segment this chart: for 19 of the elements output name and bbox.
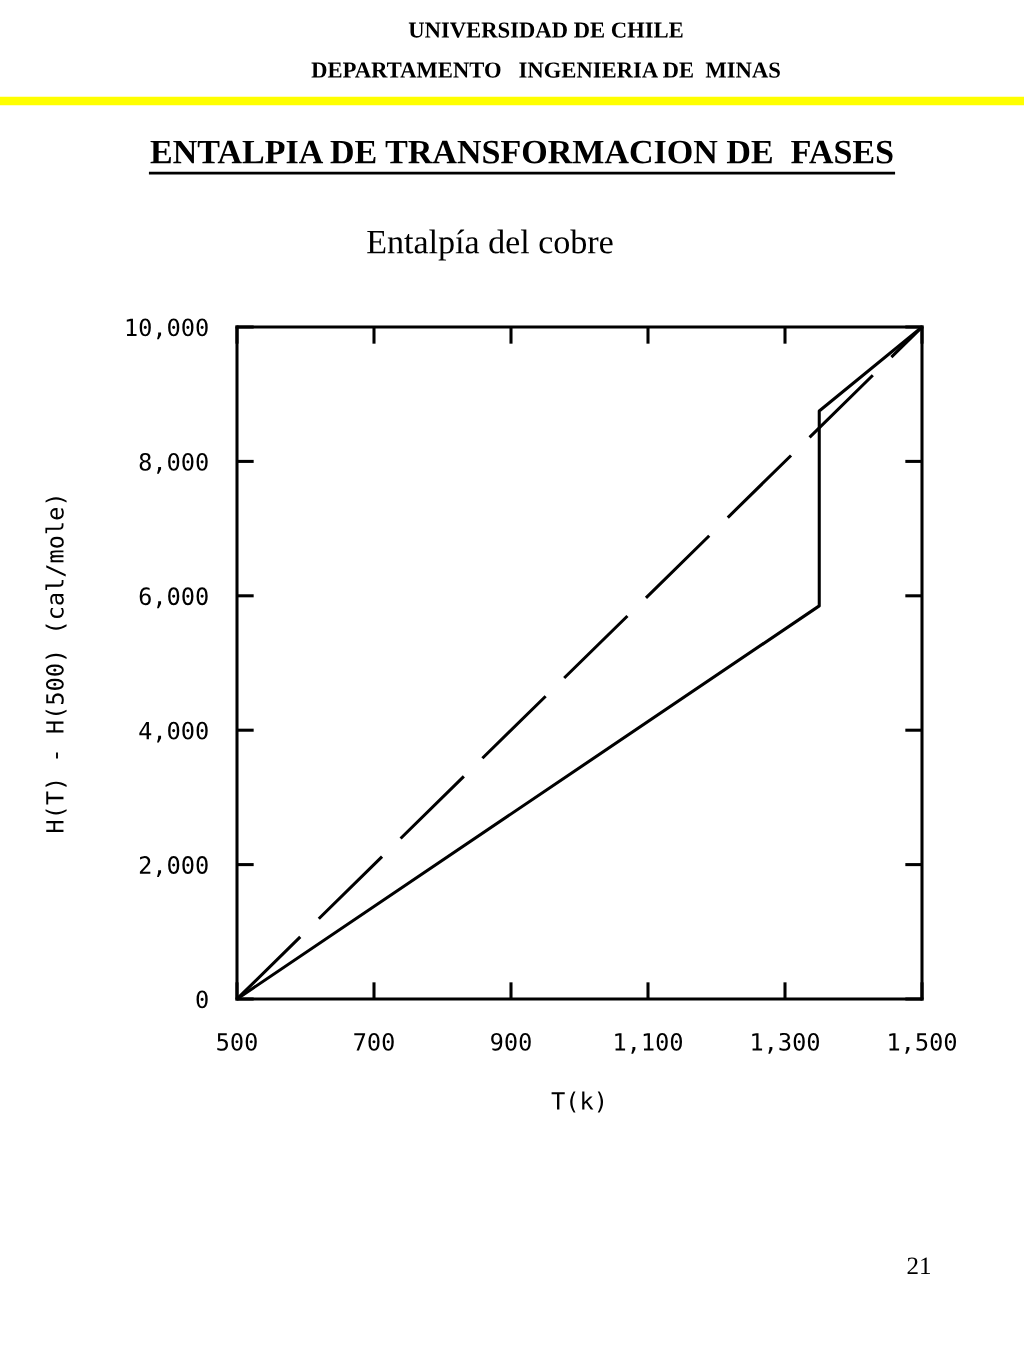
y-tick-label: 6,000 bbox=[139, 587, 208, 609]
x-tick-label: 1,500 bbox=[889, 1032, 957, 1054]
x-axis-title: T(k) bbox=[551, 1091, 604, 1113]
x-tick-label: 900 bbox=[491, 1032, 531, 1051]
y-tick-label: 10,000 bbox=[126, 318, 208, 340]
y-axis-title: H(T) - H(500) (cal/mole) bbox=[45, 497, 67, 832]
y-tick-label: 0 bbox=[196, 990, 208, 1009]
y-tick-label: 8,000 bbox=[139, 452, 208, 474]
text: DEPARTAMENTO INGENIERIA DE MINAS bbox=[311, 62, 780, 78]
x-tick-label: 1,100 bbox=[615, 1032, 683, 1054]
chart-subtitle: Entalpía del cobre bbox=[367, 229, 613, 261]
y-tick-label: 4,000 bbox=[139, 721, 208, 743]
x-tick-label: 700 bbox=[354, 1032, 394, 1051]
x-tick-label: 1,300 bbox=[752, 1032, 820, 1054]
text: 21 bbox=[907, 1257, 930, 1275]
y-tick-label: 2,000 bbox=[139, 856, 208, 877]
chart-title: ENTALPIA DE TRANSFORMACION DE FASES bbox=[150, 140, 893, 164]
x-tick-label: 500 bbox=[217, 1032, 257, 1051]
text: UNIVERSIDAD DE CHILE bbox=[408, 22, 683, 38]
